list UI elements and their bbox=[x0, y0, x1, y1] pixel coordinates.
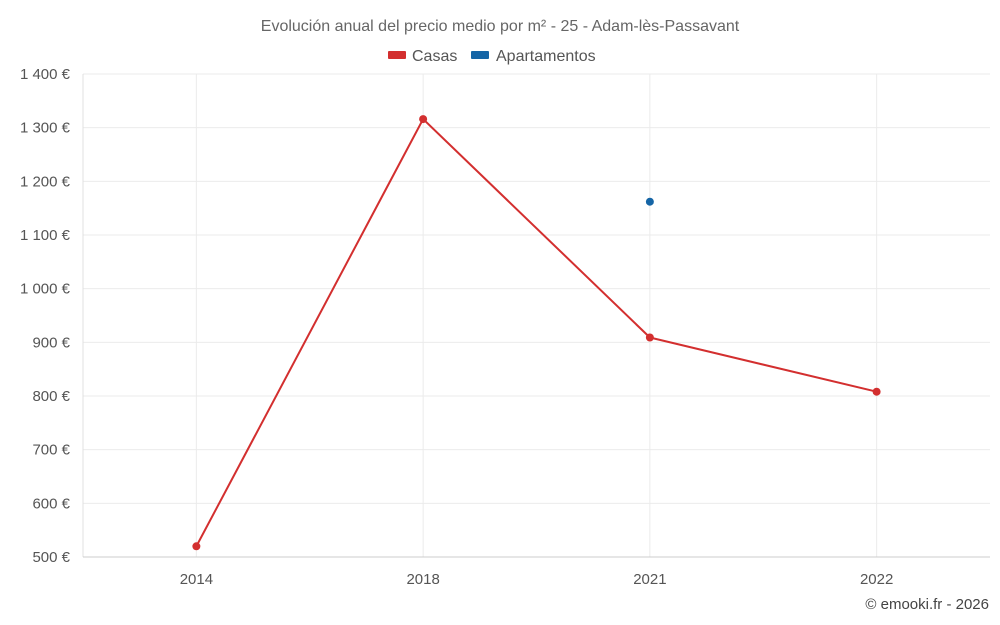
x-tick-label: 2022 bbox=[860, 571, 893, 588]
data-point-casas[interactable] bbox=[645, 333, 654, 342]
x-axis: 2014 2018 2021 2022 bbox=[83, 556, 990, 588]
legend-label-casas[interactable]: Casas bbox=[412, 48, 457, 65]
legend-swatch-apartamentos bbox=[471, 51, 489, 59]
series-layer bbox=[192, 115, 881, 551]
y-tick-label: 1 000 € bbox=[20, 281, 71, 298]
legend: Casas Apartamentos bbox=[388, 48, 596, 65]
data-point-apartamentos[interactable] bbox=[645, 197, 654, 206]
y-tick-label: 600 € bbox=[32, 495, 70, 512]
x-tick-label: 2018 bbox=[406, 571, 439, 588]
x-tick-label: 2021 bbox=[633, 571, 666, 588]
y-tick-label: 1 100 € bbox=[20, 227, 71, 244]
y-tick-label: 1 200 € bbox=[20, 173, 71, 190]
y-tick-label: 800 € bbox=[32, 388, 70, 405]
chart-title: Evolución anual del precio medio por m² … bbox=[261, 18, 740, 35]
series-line-casas bbox=[195, 118, 877, 547]
legend-swatch-casas bbox=[388, 51, 406, 59]
y-tick-label: 1 400 € bbox=[20, 66, 71, 83]
data-point-casas[interactable] bbox=[192, 542, 201, 551]
y-tick-label: 900 € bbox=[32, 334, 70, 351]
y-tick-label: 500 € bbox=[32, 549, 70, 566]
data-point-casas[interactable] bbox=[419, 115, 428, 124]
y-tick-label: 700 € bbox=[32, 442, 70, 459]
y-axis: 500 € 600 € 700 € 800 € 900 € 1 000 € 1 100 € 1… bbox=[20, 66, 84, 566]
credit-text: © emooki.fr - 2026 bbox=[865, 596, 989, 613]
legend-label-apartamentos[interactable]: Apartamentos bbox=[496, 48, 596, 65]
x-tick-label: 2014 bbox=[180, 571, 213, 588]
data-point-casas[interactable] bbox=[872, 387, 881, 396]
grid bbox=[83, 73, 990, 557]
y-tick-label: 1 300 € bbox=[20, 120, 71, 137]
